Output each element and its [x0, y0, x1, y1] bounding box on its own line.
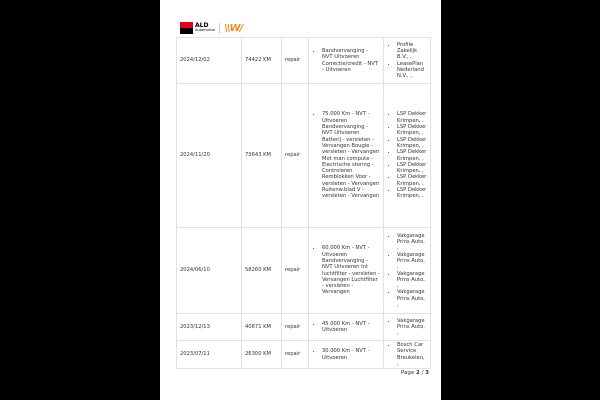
logo-divider: [219, 22, 221, 34]
work-list: 45.000 Km - NVT - Uitvoeren: [312, 321, 380, 334]
work-item: 75.000 Km - NVT - Uitvoeren Bandvervangi…: [322, 111, 380, 199]
work-item: Bandvervanging - NVT Uitvoeren Correctie…: [322, 48, 380, 73]
workshop-list: Vakgarage Prins Auto, ,Vakgarage Prins A…: [387, 233, 427, 309]
workshop-item: Vakgarage Prins Auto, ,: [397, 252, 427, 271]
mileage-cell: 74422 KM: [241, 37, 282, 84]
header-logos: ALD Automotive \\W/: [180, 21, 243, 35]
date-cell: 2024/06/10: [176, 227, 242, 314]
work-list: 60.000 Km - NVT - Uitvoeren Bandvervangi…: [312, 245, 380, 295]
work-list: 75.000 Km - NVT - Uitvoeren Bandvervangi…: [312, 111, 380, 199]
workshop-list: Vakgarage Prins Auto, ,: [387, 318, 427, 337]
workshop-item: LSP Dekker Krimpen, ,: [397, 124, 427, 137]
workshop-item: Bosch Car Service Breukelen, ,: [397, 342, 427, 367]
page-label: Page: [400, 370, 415, 376]
description-cell: 30.000 Km - NVT - Uitvoeren: [308, 339, 384, 370]
leaseplan-logo-icon: \\W/: [224, 22, 243, 34]
description-cell: Bandvervanging - NVT Uitvoeren Correctie…: [308, 37, 384, 84]
work-list: Bandvervanging - NVT Uitvoeren Correctie…: [312, 48, 380, 73]
workshop-item: Vakgarage Prins Auto, ,: [397, 233, 427, 252]
description-cell: 45.000 Km - NVT - Uitvoeren: [308, 313, 384, 341]
type-cell: repair: [281, 83, 309, 228]
page-number: Page 2 / 3: [401, 370, 429, 376]
page-separator: /: [421, 370, 424, 376]
date-cell: 2023/12/13: [176, 313, 242, 341]
total-pages: 3: [425, 370, 429, 376]
workshop-item: LSP Dekker Krimpen, ,: [397, 162, 427, 175]
workshop-item: LSP Dekker Krimpen, ,: [397, 149, 427, 162]
workshop-cell: Profile Zakelijk B.V., ,LeasePlan Nederl…: [383, 37, 431, 84]
workshop-item: LSP Dekker Krimpen, ,: [397, 187, 427, 200]
workshop-cell: LSP Dekker Krimpen, ,LSP Dekker Krimpen,…: [383, 83, 431, 228]
work-item: 60.000 Km - NVT - Uitvoeren Bandvervangi…: [322, 245, 380, 295]
logo-subtext: Automotive: [195, 28, 216, 33]
workshop-item: Vakgarage Prins Auto, ,: [397, 271, 427, 290]
workshop-item: LeasePlan Nederland N.V., ,: [397, 61, 427, 80]
ald-logo: ALD Automotive: [195, 23, 215, 33]
document-page: ALD Automotive \\W/ 2024/12/02 74422 KM re…: [160, 0, 441, 400]
type-cell: repair: [281, 313, 309, 341]
mileage-cell: 26300 KM: [241, 339, 282, 370]
date-cell: 2024/11/20: [176, 83, 242, 228]
workshop-list: Profile Zakelijk B.V., ,LeasePlan Nederl…: [387, 42, 427, 80]
workshop-item: Vakgarage Prins Auto, ,: [397, 289, 427, 308]
mileage-cell: 40671 KM: [241, 313, 282, 341]
description-cell: 60.000 Km - NVT - Uitvoeren Bandvervangi…: [308, 227, 384, 314]
mileage-cell: 58260 KM: [241, 227, 282, 314]
ald-logo-icon: [180, 22, 193, 34]
date-cell: 2023/07/11: [176, 339, 242, 370]
workshop-item: LSP Dekker Krimpen, ,: [397, 174, 427, 187]
workshop-item: Vakgarage Prins Auto, ,: [397, 318, 427, 337]
workshop-cell: Vakgarage Prins Auto, ,Vakgarage Prins A…: [383, 227, 431, 314]
workshop-cell: Vakgarage Prins Auto, ,: [383, 313, 431, 341]
type-cell: repair: [281, 339, 309, 370]
work-item: 45.000 Km - NVT - Uitvoeren: [322, 321, 380, 334]
work-list: 30.000 Km - NVT - Uitvoeren: [312, 348, 380, 361]
workshop-list: LSP Dekker Krimpen, ,LSP Dekker Krimpen,…: [387, 111, 427, 199]
workshop-item: LSP Dekker Krimpen, ,: [397, 111, 427, 124]
workshop-cell: Bosch Car Service Breukelen, ,: [383, 339, 431, 370]
date-cell: 2024/12/02: [176, 37, 242, 84]
description-cell: 75.000 Km - NVT - Uitvoeren Bandvervangi…: [308, 83, 384, 228]
type-cell: repair: [281, 37, 309, 84]
workshop-list: Bosch Car Service Breukelen, ,: [387, 342, 427, 367]
mileage-cell: 73643 KM: [241, 83, 282, 228]
type-cell: repair: [281, 227, 309, 314]
logo-text: ALD: [195, 22, 209, 30]
workshop-item: Profile Zakelijk B.V., ,: [397, 42, 427, 61]
current-page: 2: [415, 370, 420, 376]
work-item: 30.000 Km - NVT - Uitvoeren: [322, 348, 380, 361]
workshop-item: LSP Dekker Krimpen, ,: [397, 137, 427, 150]
